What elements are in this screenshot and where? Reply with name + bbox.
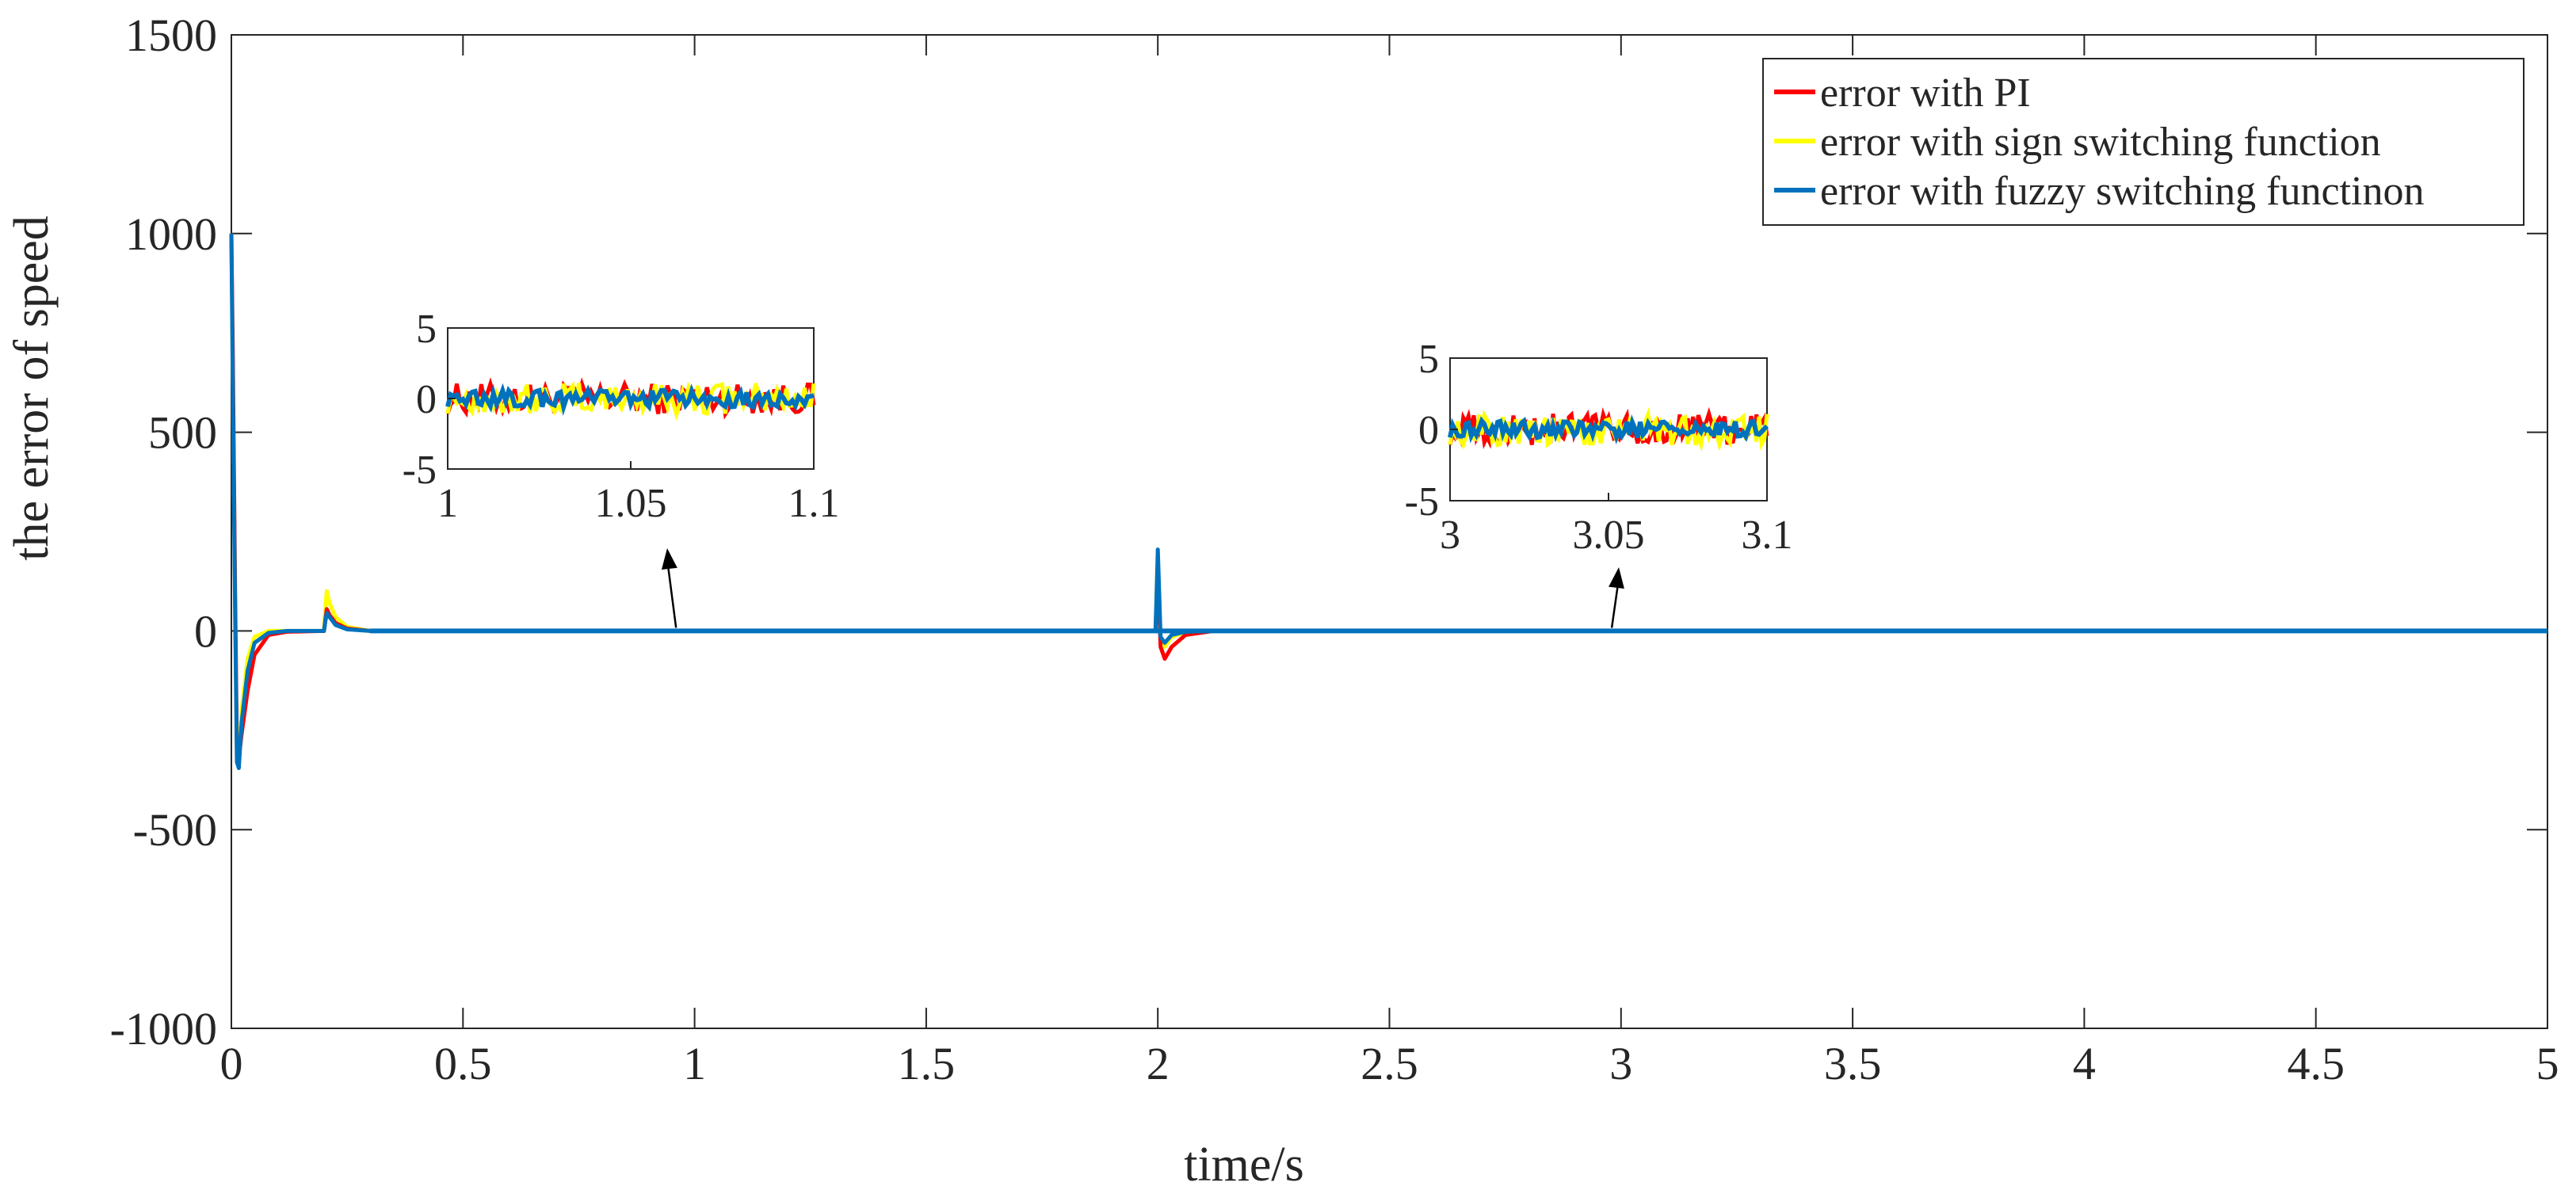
series-line-3 — [229, 233, 2547, 770]
inset-series-3 — [445, 383, 815, 417]
main-axes — [231, 34, 2548, 1029]
inset-x-tick-label: 3 — [1440, 513, 1460, 558]
inset-x-tick-label: 1.05 — [595, 481, 667, 526]
y-tick-label: 0 — [194, 605, 217, 657]
y-tick-label: -500 — [133, 804, 217, 856]
inset-arrow-shaft — [666, 559, 677, 628]
zoom-insets: 1 1.05 1.1 -5 0 5 3 3.05 3.1 -5 0 5 — [403, 307, 1793, 628]
x-tick-label: 0.5 — [434, 1038, 492, 1089]
x-tick-label: 1.5 — [898, 1038, 956, 1089]
x-tick-label: 3 — [1609, 1038, 1632, 1089]
legend-box — [1762, 58, 2524, 226]
inset-series-2 — [1448, 406, 1769, 452]
inset-y-tick-label: -5 — [1405, 479, 1439, 524]
legend-entry-3: error with fuzzy switching functinon — [1820, 169, 2424, 214]
inset-x-tick-label: 1.1 — [788, 481, 840, 526]
inset-y-tick-label: 0 — [416, 377, 437, 422]
y-tick-label: 1500 — [125, 10, 217, 61]
x-tick-label: 2 — [1147, 1038, 1170, 1089]
x-tick-label: 4 — [2073, 1038, 2096, 1089]
x-tick-label: 4.5 — [2287, 1038, 2345, 1089]
legend-entry-1: error with PI — [1820, 71, 2031, 116]
main-plot-lines — [229, 233, 2547, 770]
inset-y-tick-label: 5 — [1418, 337, 1439, 382]
x-tick-label: 2.5 — [1361, 1038, 1418, 1089]
x-tick-label: 0 — [220, 1038, 243, 1089]
inset-y-tick-label: 0 — [1418, 408, 1439, 453]
inset-y-tick-label: -5 — [403, 448, 437, 493]
inset-2: 3 3.05 3.1 -5 0 5 — [1405, 337, 1793, 628]
x-tick-label: 5 — [2536, 1038, 2559, 1089]
inset-1: 1 1.05 1.1 -5 0 5 — [403, 307, 840, 628]
x-axis-label: time/s — [1184, 1138, 1304, 1186]
legend-entry-2: error with sign switching function — [1820, 120, 2381, 165]
y-tick-label: -1000 — [110, 1003, 217, 1054]
x-tick-label: 3.5 — [1824, 1038, 1882, 1089]
x-tick-label: 1 — [683, 1038, 706, 1089]
y-axis-label: the error of speed — [5, 215, 59, 561]
inset-x-tick-label: 3.1 — [1742, 513, 1793, 558]
inset-series-3 — [1448, 414, 1769, 444]
inset-x-tick-label: 3.05 — [1573, 513, 1645, 558]
inset-arrow-head — [1609, 567, 1624, 589]
y-tick-label: 500 — [148, 407, 217, 459]
y-tick-label: 1000 — [125, 208, 217, 260]
main-tick-labels: 0 0.5 1 1.5 2 2.5 3 3.5 4 4.5 5-1000-5000500100015… — [110, 10, 2559, 1089]
inset-arrow-head — [661, 548, 677, 570]
inset-y-tick-label: 5 — [416, 307, 437, 352]
inset-x-tick-label: 1 — [437, 481, 458, 526]
